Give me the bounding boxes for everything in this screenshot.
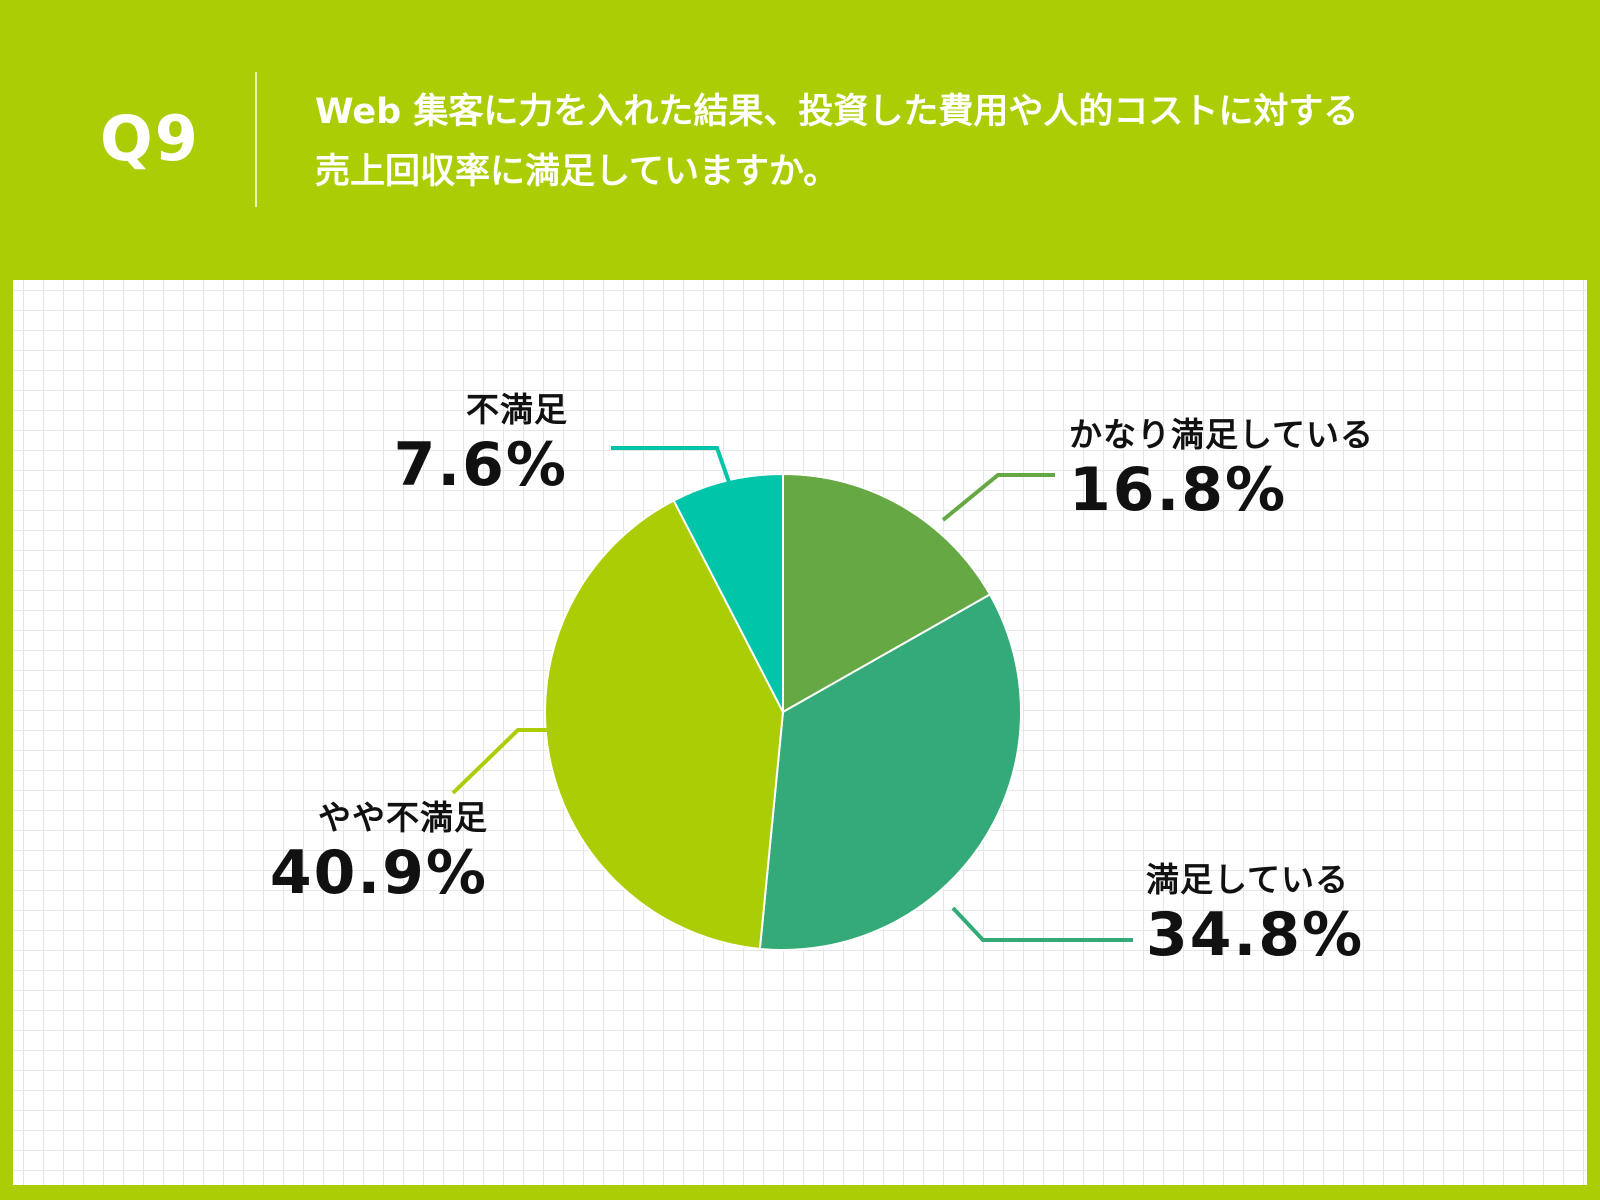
category-label-somewhat-dissatisfied: やや不満足 bbox=[318, 798, 488, 837]
label-somewhat-dissatisfied: やや不満足 40.9% bbox=[263, 798, 488, 908]
label-dissatisfied: 不満足 7.6% bbox=[393, 390, 568, 500]
pie-slice-very-satisfied bbox=[782, 472, 992, 714]
question-number: Q9 bbox=[100, 102, 200, 175]
leader-line-very-satisfied bbox=[941, 473, 1055, 522]
question-line-2: 売上回収率に満足していますか。 bbox=[315, 152, 839, 192]
value-label-somewhat-dissatisfied: 40.9% bbox=[269, 838, 488, 908]
leader-line-dissatisfied bbox=[611, 446, 733, 489]
pie-slice-somewhat-dissatisfied bbox=[544, 499, 785, 950]
value-label-very-satisfied: 16.8% bbox=[1069, 455, 1288, 525]
label-satisfied: 満足している 34.8% bbox=[1146, 860, 1364, 970]
question-text: Web 集客に力を入れた結果、投資した費用や人的コストに対する 売上回収率に満足… bbox=[315, 82, 1535, 202]
value-label-dissatisfied: 7.6% bbox=[393, 430, 568, 500]
header-divider bbox=[255, 72, 257, 207]
pie-slice-satisfied bbox=[758, 593, 1022, 951]
question-header: Q9 Web 集客に力を入れた結果、投資した費用や人的コストに対する 売上回収率… bbox=[0, 0, 1600, 280]
value-label-satisfied: 34.8% bbox=[1146, 900, 1365, 970]
question-line-1: Web 集客に力を入れた結果、投資した費用や人的コストに対する bbox=[315, 92, 1359, 132]
category-label-satisfied: 満足している bbox=[1146, 860, 1350, 899]
label-very-satisfied: かなり満足している 16.8% bbox=[1069, 415, 1374, 525]
leader-line-satisfied bbox=[951, 906, 1133, 942]
pie-chart bbox=[451, 446, 1133, 951]
category-label-very-satisfied: かなり満足している bbox=[1069, 415, 1375, 454]
leader-lines bbox=[451, 446, 1133, 942]
pie-slices bbox=[544, 472, 1022, 951]
chart-panel: かなり満足している 16.8% 満足している 34.8% やや不満足 40.9%… bbox=[13, 280, 1587, 1185]
leader-line-somewhat-dissatisfied bbox=[451, 728, 556, 795]
category-label-dissatisfied: 不満足 bbox=[466, 390, 568, 429]
